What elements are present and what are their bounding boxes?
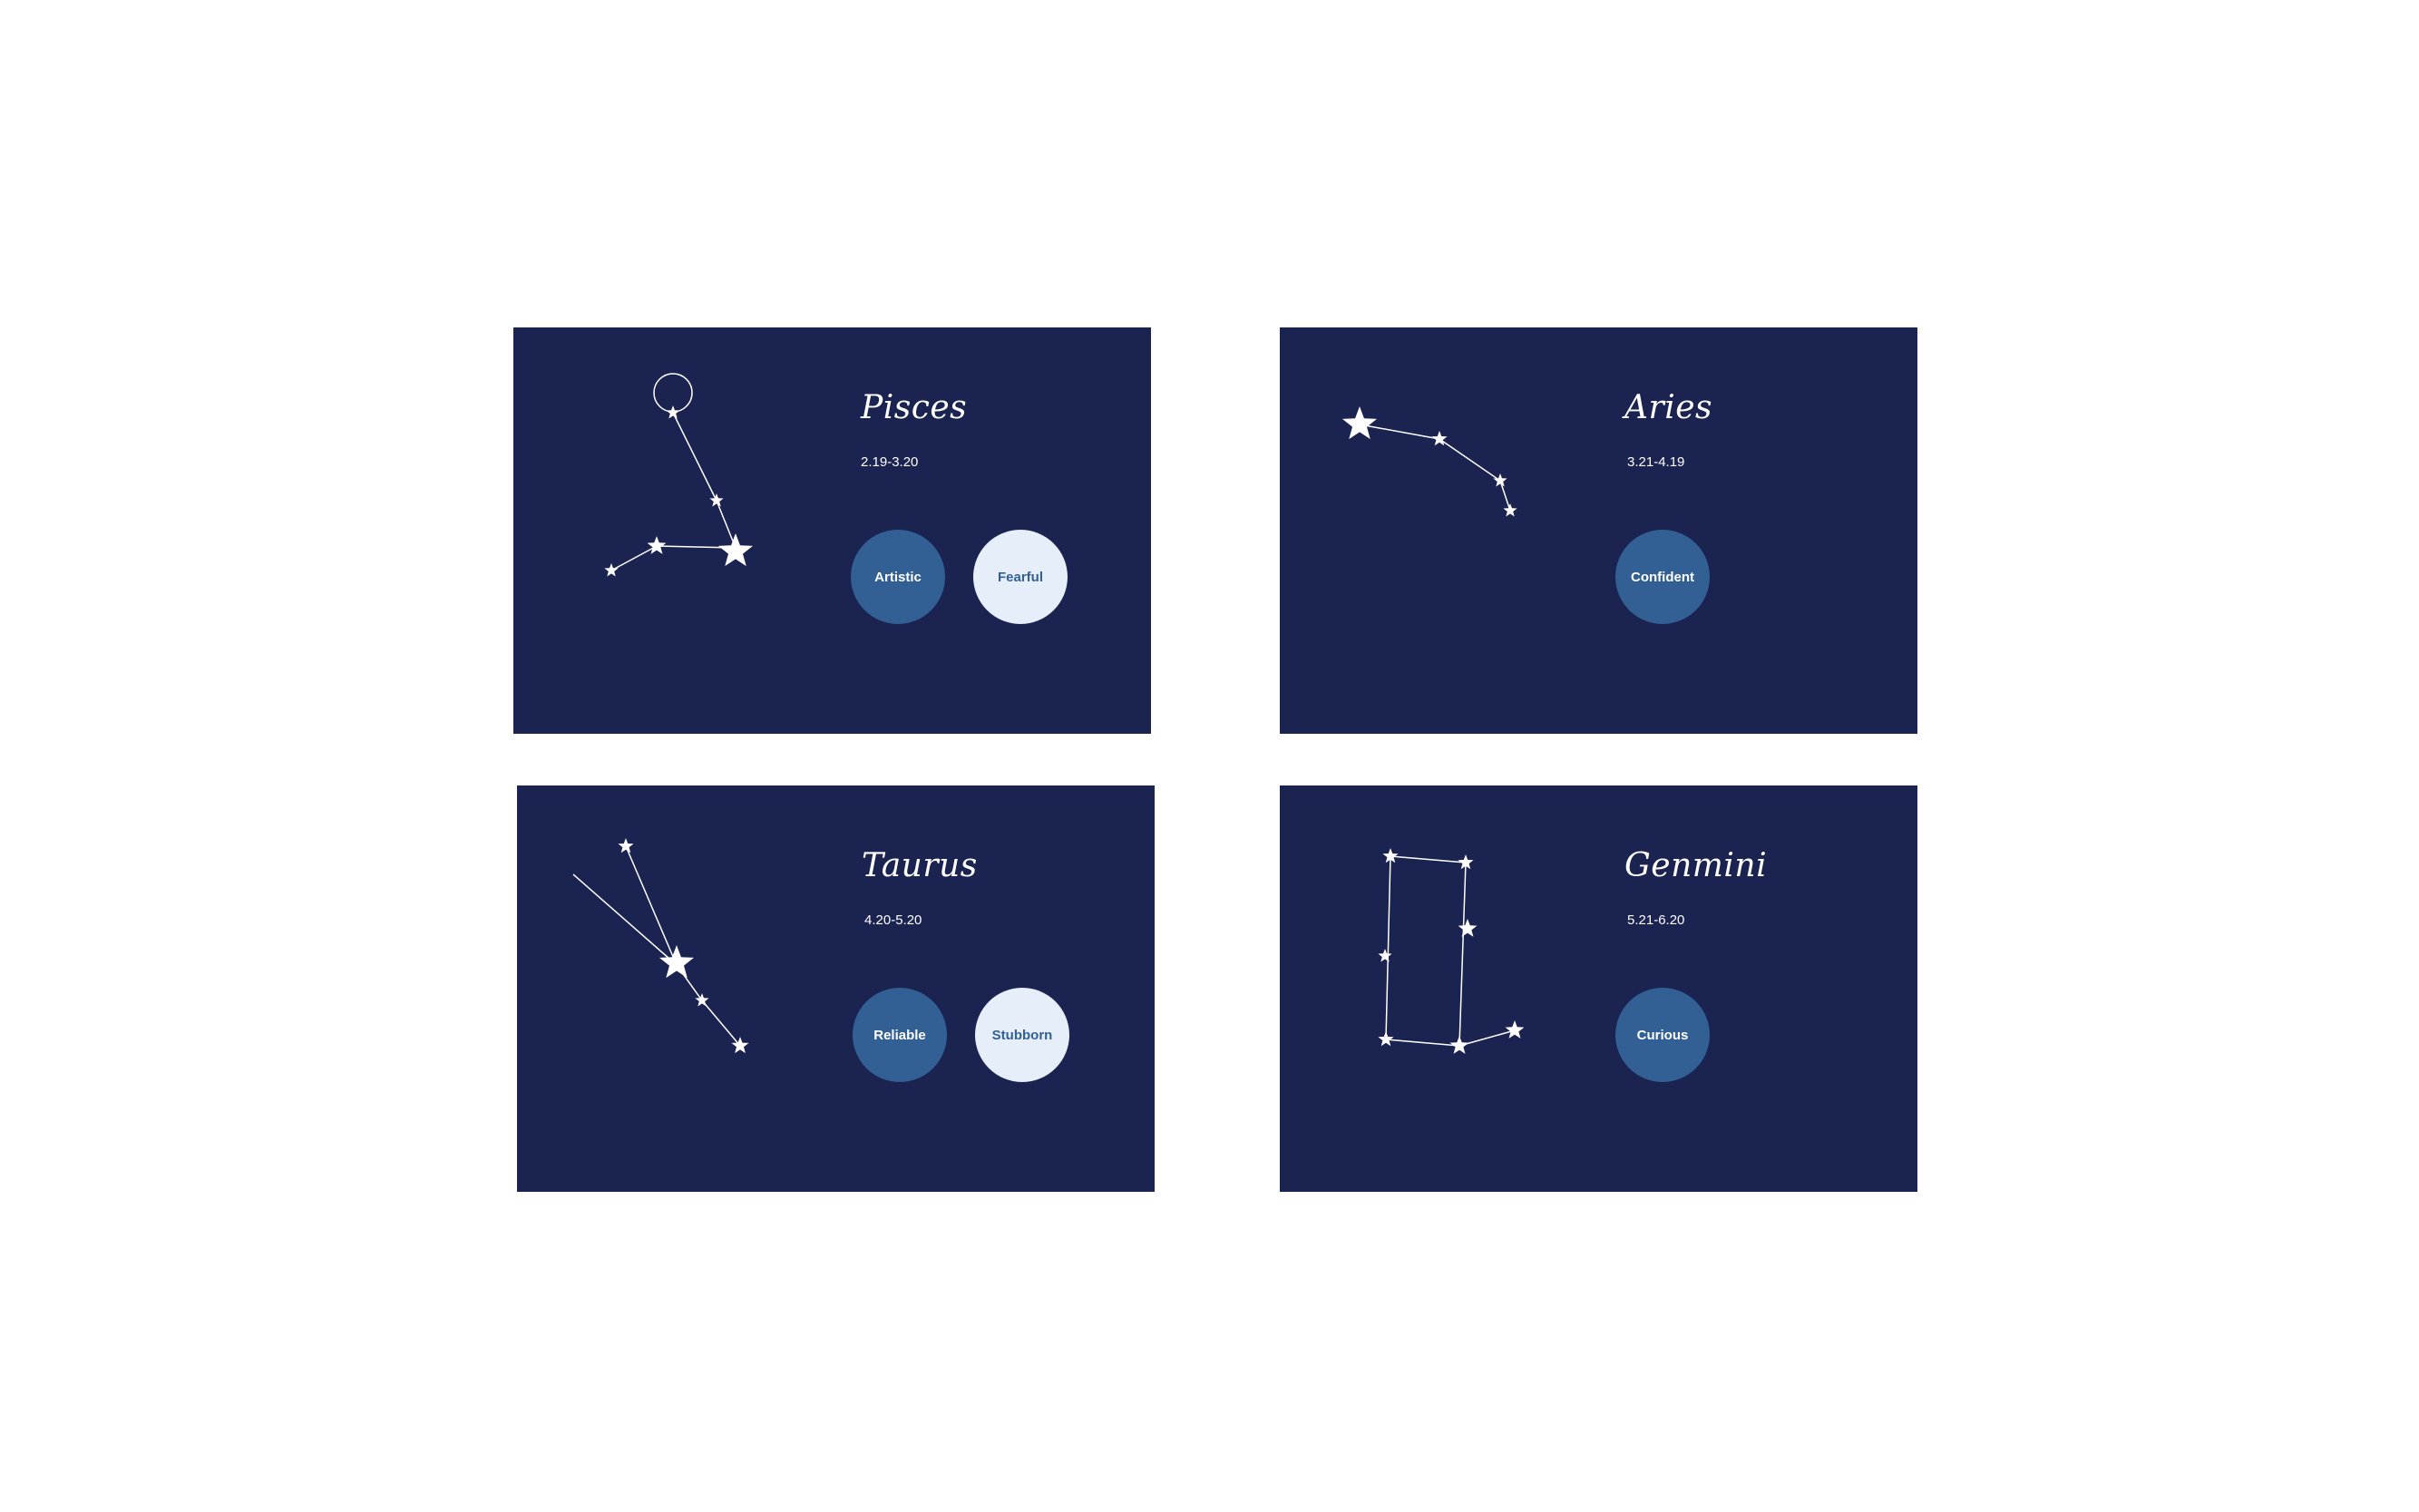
trait-reliable-button[interactable]: Reliable (853, 988, 947, 1082)
sign-name: Taurus (862, 847, 978, 884)
card-gemini: Genmini 5.21-6.20 Curious (1280, 785, 1917, 1192)
sign-name: Pisces (861, 389, 968, 426)
trait-artistic-button[interactable]: Artistic (851, 530, 945, 624)
star-icon (1458, 854, 1474, 870)
star-icon (1449, 1036, 1469, 1054)
trait-fearful-button[interactable]: Fearful (973, 530, 1068, 624)
star-icon (1382, 848, 1399, 863)
sign-dates: 5.21-6.20 (1627, 912, 1685, 928)
sign-dates: 4.20-5.20 (864, 912, 922, 928)
taurus-constellation-icon (572, 838, 749, 1054)
pisces-constellation-icon (604, 373, 754, 577)
star-icon (709, 493, 724, 507)
sign-dates: 2.19-3.20 (861, 454, 919, 470)
star-icon (1493, 473, 1507, 487)
star-icon (695, 993, 709, 1007)
star-icon (717, 533, 754, 567)
trait-stubborn-button[interactable]: Stubborn (975, 988, 1069, 1082)
star-icon (1431, 431, 1448, 446)
star-icon (666, 405, 680, 419)
aries-constellation-icon (1341, 406, 1517, 517)
trait-confident-button[interactable]: Confident (1615, 530, 1710, 624)
star-icon (731, 1037, 749, 1054)
star-icon (1458, 919, 1478, 937)
star-icon (658, 945, 695, 979)
star-icon (1378, 1031, 1394, 1047)
star-icon (647, 536, 667, 554)
card-taurus: Taurus 4.20-5.20 Reliable Stubborn (517, 785, 1155, 1192)
card-aries: Aries 3.21-4.19 Confident (1280, 327, 1917, 734)
star-icon (618, 838, 634, 854)
star-icon (1378, 949, 1392, 962)
star-icon (1505, 1020, 1525, 1039)
trait-curious-button[interactable]: Curious (1615, 988, 1710, 1082)
sign-dates: 3.21-4.19 (1627, 454, 1685, 470)
star-icon (604, 563, 619, 577)
card-pisces: Pisces 2.19-3.20 Artistic Fearful (513, 327, 1151, 734)
sign-name: Genmini (1624, 847, 1768, 884)
sign-name: Aries (1624, 389, 1712, 426)
star-icon (1503, 503, 1517, 517)
star-icon (1341, 406, 1378, 440)
gemini-constellation-icon (1378, 848, 1525, 1054)
